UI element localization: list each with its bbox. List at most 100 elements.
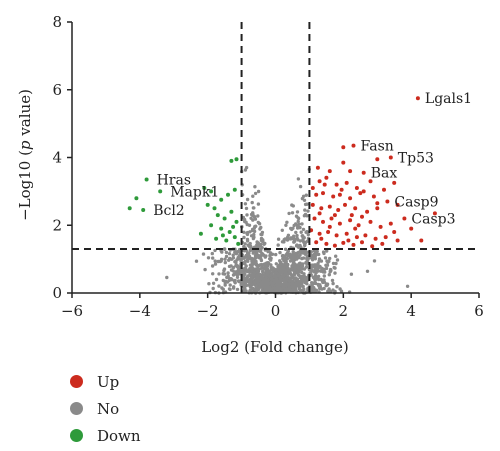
no-change-point: [229, 257, 234, 261]
no-change-point: [313, 277, 318, 281]
no-change-point: [245, 197, 250, 202]
no-change-point: [338, 287, 342, 291]
point-up: [361, 170, 366, 175]
point-up: [402, 216, 407, 221]
no-change-point: [276, 243, 280, 247]
no-change-point: [256, 202, 261, 206]
no-change-point: [264, 265, 268, 269]
point-up: [324, 175, 329, 180]
no-change-point: [302, 214, 307, 218]
no-change-point: [276, 274, 280, 278]
no-change-point: [252, 270, 256, 275]
no-change-point: [243, 269, 247, 274]
no-change-point: [252, 250, 256, 254]
x-tick-label: 6: [474, 302, 484, 320]
no-change-point: [213, 248, 217, 253]
no-change-point: [272, 280, 276, 285]
point-down: [215, 213, 220, 218]
point-up: [382, 187, 386, 192]
no-change-point: [223, 283, 227, 287]
no-change-point: [297, 287, 301, 291]
x-tick-label: −4: [129, 302, 151, 320]
point-up: [388, 155, 393, 160]
no-change-point: [223, 260, 227, 265]
no-change-point: [325, 249, 329, 253]
no-change-point: [281, 283, 285, 287]
gene-label-bax: Bax: [371, 166, 398, 182]
no-change-point: [285, 286, 289, 291]
no-change-point: [253, 185, 257, 189]
no-change-point: [296, 177, 301, 181]
no-change-point: [295, 270, 299, 274]
x-tick-label: −6: [61, 302, 83, 320]
point-down: [229, 209, 234, 214]
no-change-point: [219, 257, 224, 261]
no-change-point: [249, 212, 254, 217]
no-change-point: [207, 282, 211, 286]
no-change-point: [290, 211, 295, 215]
no-change-point: [222, 268, 226, 273]
no-change-point: [244, 206, 249, 211]
no-change-point: [309, 250, 313, 254]
point-down: [234, 219, 239, 224]
no-change-point: [253, 258, 257, 263]
point-up: [324, 241, 329, 246]
no-change-point: [211, 281, 216, 285]
no-change-point: [250, 200, 254, 205]
no-change-point: [303, 202, 308, 207]
no-change-point: [280, 262, 284, 267]
point-up: [317, 211, 322, 216]
no-change-point: [311, 285, 315, 290]
no-change-point: [281, 257, 285, 261]
point-up: [371, 194, 376, 199]
no-change-point: [286, 249, 290, 253]
no-change-point: [321, 280, 325, 285]
no-change-point: [372, 259, 377, 263]
no-change-point: [252, 232, 256, 237]
no-change-point: [264, 282, 269, 286]
point-up: [327, 224, 332, 229]
no-change-point: [301, 256, 306, 260]
no-change-point: [206, 256, 211, 260]
no-change-point: [258, 244, 263, 248]
point-up: [326, 230, 331, 234]
no-change-point: [327, 259, 331, 263]
no-change-point: [222, 247, 227, 251]
no-change-point: [217, 284, 221, 288]
no-change-point: [243, 219, 247, 224]
no-change-point: [246, 274, 250, 278]
no-change-point: [280, 268, 284, 272]
no-change-point: [243, 259, 247, 264]
no-change-point: [297, 222, 301, 226]
no-change-point: [296, 280, 301, 284]
no-change-point: [296, 245, 301, 249]
point-down: [229, 158, 234, 163]
no-change-point: [303, 275, 307, 279]
no-change-point: [250, 274, 255, 278]
no-change-point: [252, 206, 256, 210]
no-change-point: [221, 278, 225, 283]
no-change-point: [243, 202, 248, 206]
no-change-point: [286, 262, 290, 267]
no-change-point: [256, 214, 260, 218]
no-change-point: [239, 283, 243, 287]
no-change-point: [285, 283, 289, 287]
x-tick-label: 4: [406, 302, 416, 320]
no-change-point: [297, 225, 301, 230]
no-change-point: [269, 256, 273, 260]
point-up: [321, 219, 325, 224]
no-change-point: [231, 253, 235, 257]
no-change-point: [316, 262, 320, 266]
no-change-point: [300, 270, 304, 275]
no-change-point: [304, 252, 308, 256]
point-up: [312, 216, 317, 221]
no-change-point: [256, 276, 261, 280]
no-change-point: [295, 264, 300, 269]
no-change-point: [231, 269, 235, 273]
no-change-point: [227, 252, 232, 256]
point-down: [219, 226, 224, 231]
no-change-point: [245, 237, 250, 242]
legend: Up No Down: [70, 368, 141, 449]
point-up: [385, 199, 390, 204]
no-change-point: [298, 184, 303, 189]
